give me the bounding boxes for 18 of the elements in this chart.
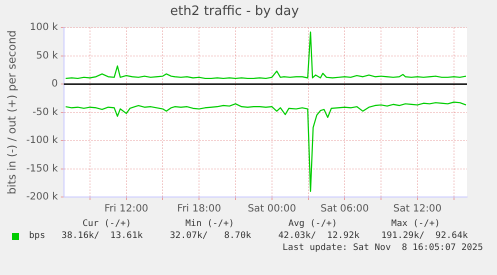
y-tick-label: -150 k (26, 163, 58, 174)
text: 38.16k/ 13.61k 32.07k/ 8.70k 42.03k/ 12.92k 191.29k/ 92.64k (60, 230, 468, 242)
y-tick-label: 50 k (36, 50, 58, 62)
legend-label: bps (29, 230, 46, 242)
y-axis-title: bits in (-) / out (+) per second (5, 30, 18, 194)
text: Cur (-/+) Min (-/+) Avg (-/+) Max (-/+) (81, 218, 442, 230)
y-tick-label: 100 k (30, 22, 58, 34)
y-tick-label: -100 k (26, 135, 58, 146)
y-tick-label: -200 k (26, 192, 58, 203)
y-tick-label: 0 (51, 78, 58, 90)
x-tick-label: Sat 06:00 (320, 204, 369, 215)
x-tick-label: Fri 18:00 (177, 204, 222, 215)
chart-title: eth2 traffic - by day (170, 4, 300, 20)
x-tick-label: Fri 12:00 (104, 204, 148, 215)
y-tick-label: -50 k (32, 106, 58, 118)
x-tick-label: Sat 00:00 (248, 204, 296, 215)
x-tick-label: Sat 12:00 (393, 204, 442, 215)
text: Last update: Sat Nov 8 16:05:07 2025 (282, 243, 483, 253)
